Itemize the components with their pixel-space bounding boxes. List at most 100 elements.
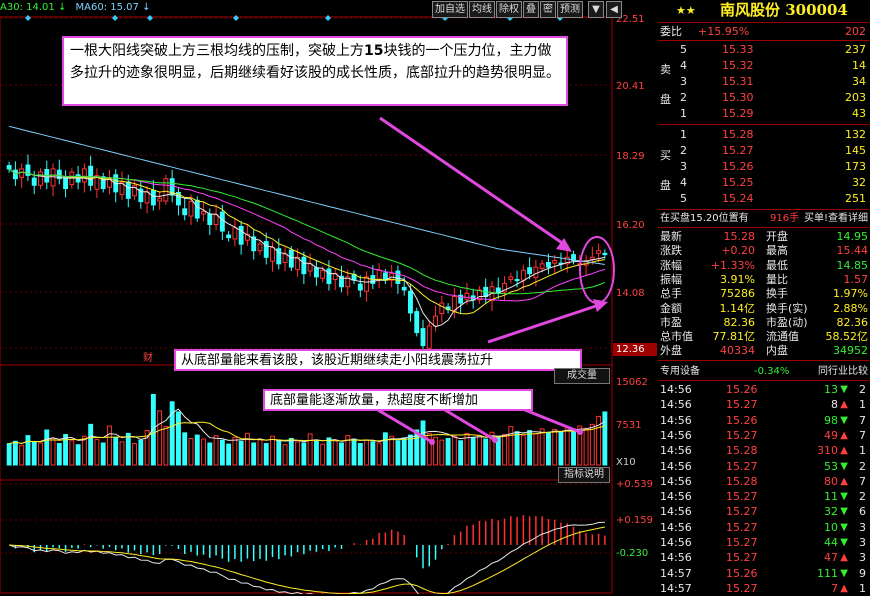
tick-time: 14:56 <box>660 413 692 427</box>
volume-bar <box>113 437 119 466</box>
stat-value: 1.14亿 <box>719 301 756 315</box>
volume-bar <box>263 443 269 466</box>
candle-body <box>414 311 420 334</box>
toolbar-button-4[interactable]: 密 <box>540 1 556 18</box>
big-order-info[interactable]: 在买盘15.20位置有 916手 买单!查看详细 <box>658 211 870 226</box>
stars-icon: ★★ <box>676 4 696 17</box>
candle-body <box>6 165 12 170</box>
price-tick-label: 16.20 <box>616 220 645 231</box>
macd-tick-label: +0.159 <box>616 515 653 526</box>
candle-body <box>270 246 275 262</box>
candle-body <box>502 282 507 293</box>
sell-row[interactable]: 5 15.33 237 <box>658 42 870 57</box>
candle-body <box>458 294 464 304</box>
sell-row[interactable]: 3 15.31 34 <box>658 74 870 89</box>
toolbar-button-3[interactable]: 叠 <box>523 1 539 18</box>
stat-value: +0.20 <box>721 244 755 258</box>
sell-price: 15.32 <box>722 59 754 72</box>
volume-bar <box>439 439 445 466</box>
candle-body <box>420 328 426 347</box>
buy-row[interactable]: 4 15.25 32 <box>658 175 870 190</box>
indicator-help-button[interactable]: 指标说明 <box>558 467 610 483</box>
industry-compare-button: 同行业比较 <box>818 366 868 377</box>
candle-body <box>589 256 595 260</box>
candle-body <box>596 250 602 254</box>
tick-time: 14:56 <box>660 490 692 504</box>
ma5-line <box>8 168 605 328</box>
buy-level: 4 <box>680 176 687 189</box>
toolbar-button-5[interactable]: 预测 <box>557 1 583 18</box>
volume-bar <box>345 435 351 466</box>
volume-bar <box>589 423 595 466</box>
candle-body <box>508 276 514 281</box>
volume-bar <box>583 427 589 466</box>
candle-body <box>408 290 413 314</box>
toolbar-button-0[interactable]: 加自选 <box>432 1 468 18</box>
annotation-top-pre: 一根大阳线突破上方三根均线的压制，突破上方 <box>70 43 364 59</box>
sell-volume: 34 <box>852 75 866 88</box>
volume-bar <box>382 432 388 466</box>
volume-bar <box>295 441 301 466</box>
tick-time: 14:56 <box>660 383 692 396</box>
price-tick-label: 20.41 <box>616 81 645 92</box>
sell-row[interactable]: 2 15.30 203 <box>658 90 870 105</box>
volume-bar <box>63 434 69 466</box>
candle-body <box>552 260 558 264</box>
candle-body <box>31 177 37 186</box>
left-arrow-icon[interactable]: ◀ <box>606 1 622 18</box>
volume-bar <box>182 432 188 466</box>
candle-body <box>169 178 175 196</box>
tick-count: 2 <box>859 490 866 504</box>
sell-price: 15.33 <box>722 43 754 56</box>
volume-bar <box>558 431 564 466</box>
tick-price: 15.27 <box>726 398 758 412</box>
tick-time: 14:56 <box>660 444 692 458</box>
sell-price: 15.30 <box>722 91 754 104</box>
weibi-diff: 202 <box>845 25 866 38</box>
candle-body <box>81 168 87 183</box>
stat-value: 3.91% <box>720 272 755 286</box>
candle-body <box>157 197 163 202</box>
tick-price: 15.27 <box>726 428 758 442</box>
buy-row[interactable]: 2 15.27 145 <box>658 143 870 158</box>
tick-row: 14:56 15.26 98 ▼ 7 <box>658 413 870 428</box>
volume-bar <box>552 428 558 466</box>
stat-row: 振幅 3.91% 量比 1.57 <box>658 272 870 287</box>
tick-count: 3 <box>859 551 866 565</box>
candle-body <box>533 266 539 279</box>
candle-body <box>201 210 206 215</box>
separator <box>658 227 870 228</box>
down-arrow-icon: ▼ <box>840 537 848 548</box>
candle-body <box>376 269 382 281</box>
candle-body <box>94 174 100 190</box>
volume-selector[interactable]: 成交量 <box>554 368 610 384</box>
buy-row[interactable]: 3 15.26 173 <box>658 159 870 174</box>
volume-bar <box>326 437 332 466</box>
down-arrow-icon[interactable]: ▼ <box>588 1 604 18</box>
volume-tick-label: 7531 <box>616 420 641 431</box>
volume-bar <box>132 443 137 466</box>
sell-row[interactable]: 4 15.32 14 <box>658 58 870 73</box>
volume-bar <box>244 432 250 466</box>
toolbar-button-2[interactable]: 除权 <box>496 1 522 18</box>
stat-label: 振幅 <box>660 272 682 286</box>
tick-count: 2 <box>859 383 866 396</box>
candle-body <box>320 269 326 279</box>
buy-price: 15.28 <box>722 128 754 141</box>
tick-row: 14:56 15.27 10 ▼ 3 <box>658 520 870 535</box>
weibi-row: 委比 +15.95% 202 <box>658 24 870 39</box>
tick-price: 15.28 <box>726 444 758 458</box>
buy-row[interactable]: 1 15.28 132 <box>658 127 870 142</box>
toolbar-button-1[interactable]: 均线 <box>469 1 495 18</box>
volume-bar <box>219 439 225 466</box>
buy-row[interactable]: 5 15.24 251 <box>658 191 870 206</box>
volume-bar <box>351 438 357 466</box>
price-tick-label: 12.36 <box>616 344 645 355</box>
annotation-arrowhead-icon <box>556 238 572 252</box>
stat-label: 换手(实) <box>766 301 808 315</box>
sell-row[interactable]: 1 15.29 43 <box>658 106 870 121</box>
stat-label: 最高 <box>766 244 788 258</box>
volume-bar <box>545 432 551 466</box>
event-marker-icon <box>147 15 153 21</box>
industry-row[interactable]: 专用设备 -0.34% 同行业比较 <box>658 364 870 379</box>
